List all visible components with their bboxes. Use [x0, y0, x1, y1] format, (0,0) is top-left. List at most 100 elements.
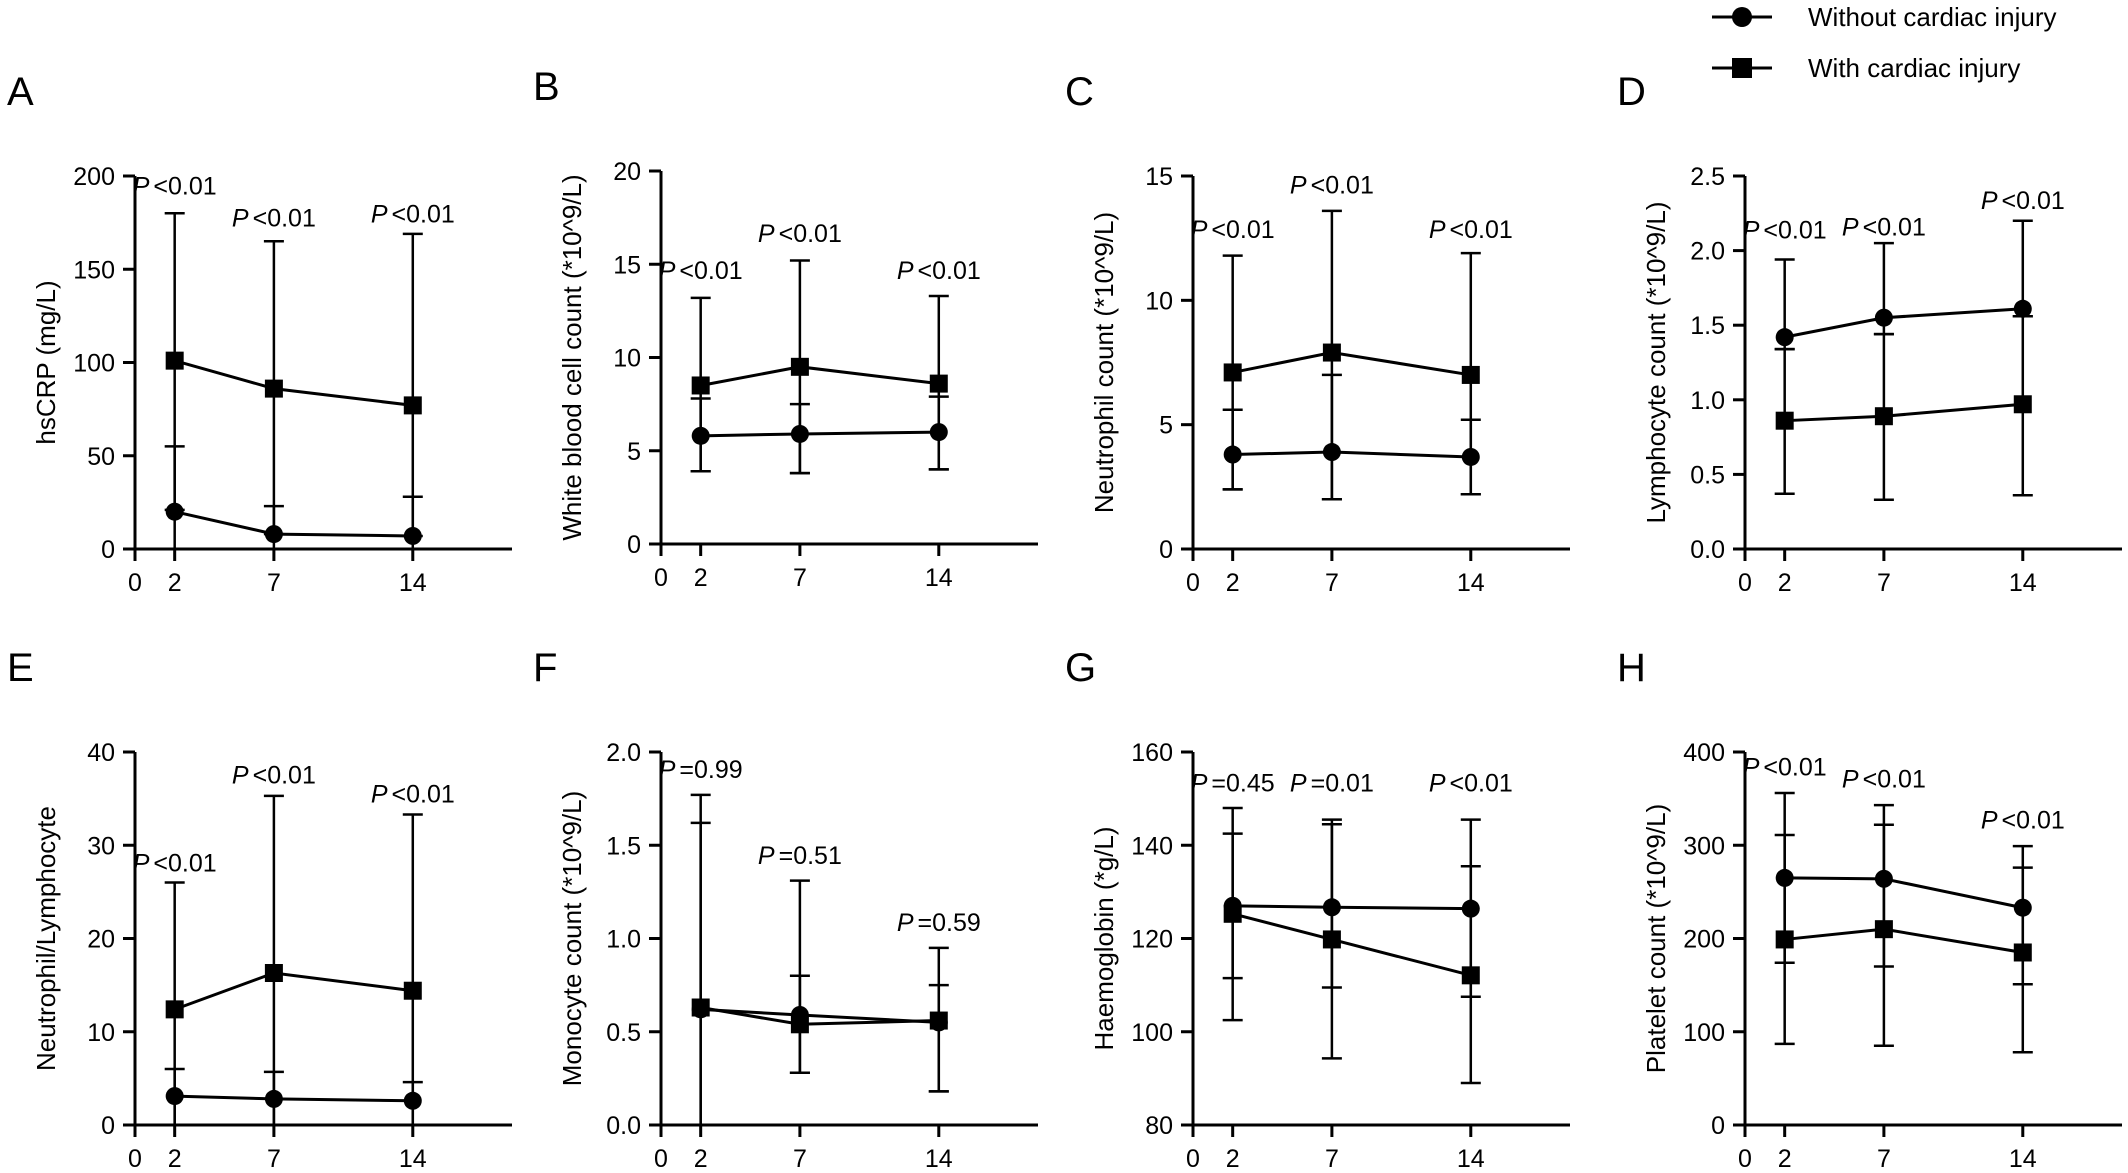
data-point-without	[264, 1089, 283, 1108]
y-tick-label: 0.0	[1690, 536, 1725, 564]
x-tick-label: 7	[1877, 569, 1891, 597]
p-value-label: P =0.59	[897, 909, 981, 937]
p-value-text: <0.01	[2002, 187, 2065, 215]
y-tick-label: 100	[73, 350, 115, 378]
y-tick-label: 0	[1159, 536, 1173, 564]
p-symbol: P	[897, 909, 914, 937]
series-line-without	[174, 510, 413, 538]
p-value-text: =0.01	[1311, 770, 1374, 798]
p-symbol: P	[1842, 214, 1859, 242]
y-axis-label: Monocyte count (*10^9/L)	[557, 791, 587, 1086]
series-line-without	[700, 430, 939, 438]
data-point-without	[165, 502, 184, 521]
p-symbol: P	[897, 257, 914, 285]
x-tick-label: 0	[128, 1145, 142, 1173]
p-value-text: =0.51	[779, 842, 842, 870]
data-point-with	[1461, 966, 1480, 985]
p-value-label: P <0.01	[232, 204, 316, 232]
p-symbol: P	[758, 842, 775, 870]
y-tick-label: 10	[613, 345, 641, 373]
panel-d: D 0.0 0.5 1.0 1.5 2.0 2.5 0 2 7 14 Lymphocyte count…	[1617, 70, 2122, 597]
p-value-text: <0.01	[153, 849, 216, 877]
y-tick-label: 200	[73, 163, 115, 191]
p-value-label: P <0.01	[133, 173, 217, 201]
series-line-without	[1232, 904, 1471, 911]
p-symbol: P	[1290, 171, 1307, 199]
y-tick-label: 10	[1145, 287, 1173, 315]
y-tick-label: 15	[613, 251, 641, 279]
p-value-text: <0.01	[2002, 806, 2065, 834]
data-point-without	[1874, 308, 1893, 327]
y-tick-label: 120	[1131, 926, 1173, 954]
p-value-text: <0.01	[1450, 216, 1513, 244]
legend-label-without: Without cardiac injury	[1808, 2, 2057, 32]
series-line-without	[1232, 450, 1471, 459]
x-tick-label: 14	[2009, 1145, 2037, 1173]
panel-letter: E	[7, 646, 34, 690]
p-value-label: P <0.01	[1191, 216, 1275, 244]
data-point-with	[1874, 920, 1893, 939]
p-symbol: P	[133, 173, 150, 201]
y-axis-label: hsCRP (mg/L)	[31, 280, 61, 444]
data-point-without	[1775, 868, 1794, 887]
x-tick-label: 14	[925, 1145, 953, 1173]
x-tick-label: 7	[793, 564, 807, 592]
x-tick-label: 7	[267, 1145, 281, 1173]
data-point-without	[691, 426, 710, 445]
data-point-with	[1322, 343, 1341, 362]
p-symbol: P	[371, 201, 388, 229]
y-tick-label: 10	[87, 1019, 115, 1047]
y-axis-label: White blood cell count (*10^9/L)	[557, 174, 587, 540]
y-tick-label: 0	[101, 536, 115, 564]
data-point-without	[929, 423, 948, 442]
panel-letter: F	[533, 646, 557, 690]
y-tick-label: 50	[87, 443, 115, 471]
data-point-without	[1322, 443, 1341, 462]
panel-f: F 0.0 0.5 1.0 1.5 2.0 0 2 7 14 Monocyte count (*10…	[533, 646, 1038, 1173]
x-tick-label: 2	[1778, 1145, 1792, 1173]
series-line-without	[1784, 876, 2024, 910]
y-tick-label: 40	[87, 739, 115, 767]
p-symbol: P	[1981, 187, 1998, 215]
data-point-with	[691, 376, 710, 395]
data-point-without	[2013, 299, 2032, 318]
data-point-with	[165, 1000, 184, 1019]
p-symbol: P	[758, 220, 775, 248]
data-point-with	[1461, 365, 1480, 384]
y-tick-label: 20	[87, 926, 115, 954]
p-value-label: P <0.01	[758, 220, 842, 248]
y-axis-label: Lymphocyte count (*10^9/L)	[1641, 202, 1671, 524]
y-tick-label: 100	[1683, 1019, 1725, 1047]
y-tick-label: 0.0	[606, 1112, 641, 1140]
x-tick-label: 7	[1325, 1145, 1339, 1173]
p-value-label: P <0.01	[1429, 216, 1513, 244]
y-tick-label: 1.0	[606, 926, 641, 954]
y-tick-label: 15	[1145, 163, 1173, 191]
y-tick-label: 5	[1159, 412, 1173, 440]
legend-entry-with: With cardiac injury	[1712, 53, 2020, 83]
p-value-label: P <0.01	[659, 257, 743, 285]
p-symbol: P	[1191, 770, 1208, 798]
y-tick-label: 300	[1683, 832, 1725, 860]
panel-letter: D	[1617, 70, 1646, 114]
data-point-with	[1874, 407, 1893, 426]
p-value-text: =0.99	[679, 756, 742, 784]
data-point-with	[1775, 930, 1794, 949]
panel-letter: A	[7, 70, 34, 114]
p-value-text: <0.01	[1450, 770, 1513, 798]
x-tick-label: 2	[1226, 569, 1240, 597]
y-tick-label: 1.0	[1690, 387, 1725, 415]
p-value-text: =0.45	[1211, 770, 1274, 798]
p-symbol: P	[1981, 806, 1998, 834]
y-tick-label: 2.0	[606, 739, 641, 767]
p-symbol: P	[659, 257, 676, 285]
data-point-with	[403, 396, 422, 415]
p-value-label: P <0.01	[371, 780, 455, 808]
data-point-with	[1223, 904, 1242, 923]
x-tick-label: 0	[128, 569, 142, 597]
